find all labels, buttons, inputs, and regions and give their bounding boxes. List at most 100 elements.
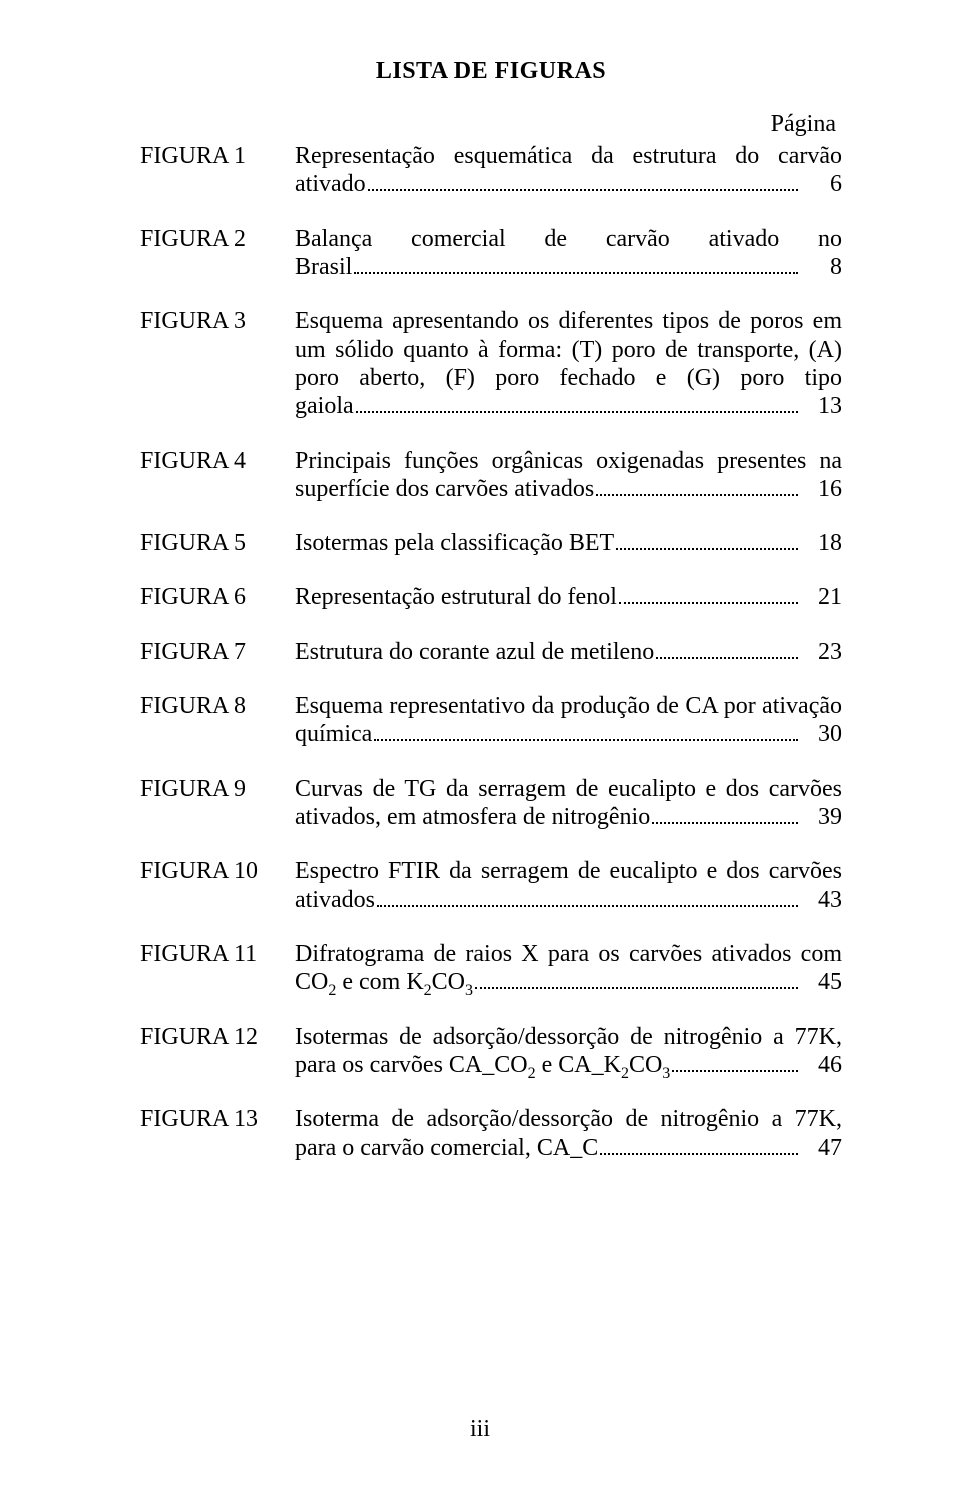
figure-page-number: 6	[802, 171, 842, 198]
figure-description-line: Espectro FTIR da serragem de eucalipto e…	[295, 857, 842, 885]
figure-page-number: 45	[802, 969, 842, 996]
figure-page-number: 21	[802, 584, 842, 611]
page-column-header: Página	[140, 111, 842, 138]
figure-description-last: CO2 e com K2CO3	[295, 968, 473, 996]
figure-label: FIGURA 11	[140, 941, 295, 968]
figure-entry: FIGURA 12Isotermas de adsorção/dessorção…	[140, 1023, 842, 1080]
figure-label: FIGURA 12	[140, 1024, 295, 1051]
figure-entry: FIGURA 2Balança comercial de carvão ativ…	[140, 225, 842, 282]
figure-description: Esquema representativo da produção de CA…	[295, 692, 842, 749]
figure-description-line: Principais funções orgânicas oxigenadas …	[295, 447, 842, 475]
figure-entry: FIGURA 5Isotermas pela classificação BET…	[140, 529, 842, 557]
leader-dots	[377, 892, 798, 906]
figure-description-line: um sólido quanto à forma: (T) poro de tr…	[295, 336, 842, 364]
figure-description-line: Difratograma de raios X para os carvões …	[295, 940, 842, 968]
figure-page-number: 16	[802, 476, 842, 503]
leader-dots	[354, 260, 798, 274]
figure-description-last: química	[295, 720, 372, 748]
figure-entry: FIGURA 8Esquema representativo da produç…	[140, 692, 842, 749]
figure-last-line: Isotermas pela classificação BET 18	[295, 529, 842, 557]
figure-description: Estrutura do corante azul de metileno 23	[295, 638, 842, 666]
figure-description-line: Esquema apresentando os diferentes tipos…	[295, 307, 842, 335]
leader-dots	[600, 1140, 798, 1154]
figure-entry: FIGURA 4Principais funções orgânicas oxi…	[140, 447, 842, 504]
figure-page-number: 39	[802, 804, 842, 831]
figure-entry: FIGURA 10Espectro FTIR da serragem de eu…	[140, 857, 842, 914]
figure-description: Difratograma de raios X para os carvões …	[295, 940, 842, 997]
page-footer-number: iii	[0, 1416, 960, 1443]
figure-description-line: Isoterma de adsorção/dessorção de nitrog…	[295, 1105, 842, 1133]
figure-label: FIGURA 6	[140, 584, 295, 611]
figure-entry: FIGURA 7Estrutura do corante azul de met…	[140, 638, 842, 666]
figure-description-last: ativado	[295, 170, 366, 198]
figure-last-line: química30	[295, 720, 842, 748]
figure-description-line: poro aberto, (F) poro fechado e (G) poro…	[295, 364, 842, 392]
figure-description-last: superfície dos carvões ativados	[295, 475, 594, 503]
figure-description: Representação estrutural do fenol21	[295, 583, 842, 611]
leader-dots	[652, 810, 798, 824]
figure-entry: FIGURA 13Isoterma de adsorção/dessorção …	[140, 1105, 842, 1162]
figure-label: FIGURA 8	[140, 693, 295, 720]
figure-description: Espectro FTIR da serragem de eucalipto e…	[295, 857, 842, 914]
figure-page-number: 47	[802, 1135, 842, 1162]
figure-description-line: Balança comercial de carvão ativado no	[295, 225, 842, 253]
figure-description: Representação esquemática da estrutura d…	[295, 142, 842, 199]
figure-page-number: 8	[802, 254, 842, 281]
leader-dots	[672, 1057, 798, 1071]
figure-description-line: Representação esquemática da estrutura d…	[295, 142, 842, 170]
figure-last-line: ativados, em atmosfera de nitrogênio 39	[295, 803, 842, 831]
figure-description-last: ativados	[295, 886, 375, 914]
figure-label: FIGURA 9	[140, 776, 295, 803]
figure-description-line: Isotermas de adsorção/dessorção de nitro…	[295, 1023, 842, 1051]
figure-description-last: para os carvões CA_CO2 e CA_K2CO3	[295, 1051, 670, 1079]
figure-entry: FIGURA 3Esquema apresentando os diferent…	[140, 307, 842, 420]
figure-last-line: para o carvão comercial, CA_C 47	[295, 1134, 842, 1162]
figure-description: Balança comercial de carvão ativado noBr…	[295, 225, 842, 282]
figure-label: FIGURA 7	[140, 639, 295, 666]
figure-description-line: Esquema representativo da produção de CA…	[295, 692, 842, 720]
leader-dots	[619, 590, 798, 604]
figure-description-last: para o carvão comercial, CA_C	[295, 1134, 598, 1162]
page-title: LISTA DE FIGURAS	[140, 58, 842, 85]
figure-description: Isotermas pela classificação BET 18	[295, 529, 842, 557]
figure-last-line: para os carvões CA_CO2 e CA_K2CO3 46	[295, 1051, 842, 1079]
figure-page-number: 18	[802, 530, 842, 557]
leader-dots	[596, 481, 798, 495]
figure-page-number: 46	[802, 1052, 842, 1079]
figure-last-line: Representação estrutural do fenol21	[295, 583, 842, 611]
figure-label: FIGURA 10	[140, 858, 295, 885]
figure-entry: FIGURA 6Representação estrutural do feno…	[140, 583, 842, 611]
figure-page-number: 43	[802, 887, 842, 914]
figure-last-line: superfície dos carvões ativados 16	[295, 475, 842, 503]
figure-entry: FIGURA 1Representação esquemática da est…	[140, 142, 842, 199]
leader-dots	[616, 536, 798, 550]
figure-last-line: ativado 6	[295, 170, 842, 198]
figure-last-line: Estrutura do corante azul de metileno 23	[295, 638, 842, 666]
leader-dots	[374, 727, 798, 741]
figure-description: Isoterma de adsorção/dessorção de nitrog…	[295, 1105, 842, 1162]
figure-list: FIGURA 1Representação esquemática da est…	[140, 142, 842, 1188]
figure-description: Isotermas de adsorção/dessorção de nitro…	[295, 1023, 842, 1080]
figure-last-line: ativados 43	[295, 886, 842, 914]
leader-dots	[368, 177, 798, 191]
figure-description: Curvas de TG da serragem de eucalipto e …	[295, 775, 842, 832]
figure-label: FIGURA 3	[140, 308, 295, 335]
figure-page-number: 23	[802, 639, 842, 666]
figure-description-last: Brasil	[295, 253, 352, 281]
figure-description-last: Estrutura do corante azul de metileno	[295, 638, 654, 666]
figure-label: FIGURA 2	[140, 226, 295, 253]
figure-description-last: Isotermas pela classificação BET	[295, 529, 614, 557]
figure-description: Esquema apresentando os diferentes tipos…	[295, 307, 842, 420]
figure-label: FIGURA 1	[140, 143, 295, 170]
figure-last-line: CO2 e com K2CO3 45	[295, 968, 842, 996]
leader-dots	[475, 975, 798, 989]
figure-description-last: ativados, em atmosfera de nitrogênio	[295, 803, 650, 831]
figure-last-line: Brasil 8	[295, 253, 842, 281]
figure-description-line: Curvas de TG da serragem de eucalipto e …	[295, 775, 842, 803]
figure-entry: FIGURA 11Difratograma de raios X para os…	[140, 940, 842, 997]
figure-description-last: gaiola	[295, 392, 354, 420]
figure-label: FIGURA 5	[140, 530, 295, 557]
figure-entry: FIGURA 9Curvas de TG da serragem de euca…	[140, 775, 842, 832]
figure-label: FIGURA 13	[140, 1106, 295, 1133]
figure-description: Principais funções orgânicas oxigenadas …	[295, 447, 842, 504]
